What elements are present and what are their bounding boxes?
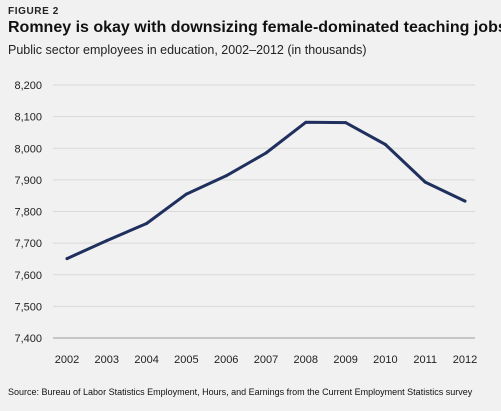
y-tick-label: 8,200 [14, 80, 42, 92]
y-tick-label: 7,900 [14, 175, 42, 187]
data-point [145, 222, 149, 226]
data-point [184, 192, 188, 196]
y-tick-label: 7,400 [14, 333, 42, 345]
data-point [383, 142, 387, 146]
data-point [423, 180, 427, 184]
x-tick-label: 2007 [254, 354, 278, 366]
x-tick-label: 2008 [294, 354, 318, 366]
source-note: Source: Bureau of Labor Statistics Emplo… [8, 387, 473, 397]
data-point [105, 239, 109, 243]
data-point [463, 199, 467, 203]
x-tick-label: 2004 [134, 354, 158, 366]
chart-title: Romney is okay with downsizing female-do… [8, 19, 501, 36]
x-axis-tick-labels: 2002 2003 2004 2005 2006 2007 2008 2009 2010 2011… [55, 354, 477, 366]
chart-subtitle: Public sector employees in education, 20… [8, 43, 367, 57]
y-tick-label: 7,500 [14, 301, 42, 313]
x-tick-label: 2002 [55, 354, 79, 366]
y-tick-label: 7,700 [14, 238, 42, 250]
series-line [65, 120, 467, 261]
x-tick-label: 2011 [413, 354, 437, 366]
data-point [224, 174, 228, 178]
line-chart: 7,400 7,500 7,600 7,700 7,800 7,900 8,000 8,100… [14, 80, 477, 366]
y-tick-label: 8,100 [14, 112, 42, 124]
data-point [65, 257, 69, 261]
x-tick-label: 2012 [453, 354, 477, 366]
x-tick-label: 2005 [174, 354, 198, 366]
gridlines [53, 84, 475, 339]
x-tick-label: 2006 [214, 354, 238, 366]
data-point [344, 121, 348, 125]
x-tick-label: 2003 [95, 354, 119, 366]
data-point [264, 151, 268, 155]
y-axis-tick-labels: 7,400 7,500 7,600 7,700 7,800 7,900 8,000 8,100… [14, 80, 42, 345]
y-tick-label: 7,800 [14, 207, 42, 219]
data-point [304, 120, 308, 124]
series-layer [65, 120, 467, 261]
x-tick-label: 2009 [333, 354, 357, 366]
x-tick-label: 2010 [373, 354, 397, 366]
figure-label: FIGURE 2 [8, 6, 59, 17]
y-tick-label: 7,600 [14, 270, 42, 282]
y-tick-label: 8,000 [14, 143, 42, 155]
